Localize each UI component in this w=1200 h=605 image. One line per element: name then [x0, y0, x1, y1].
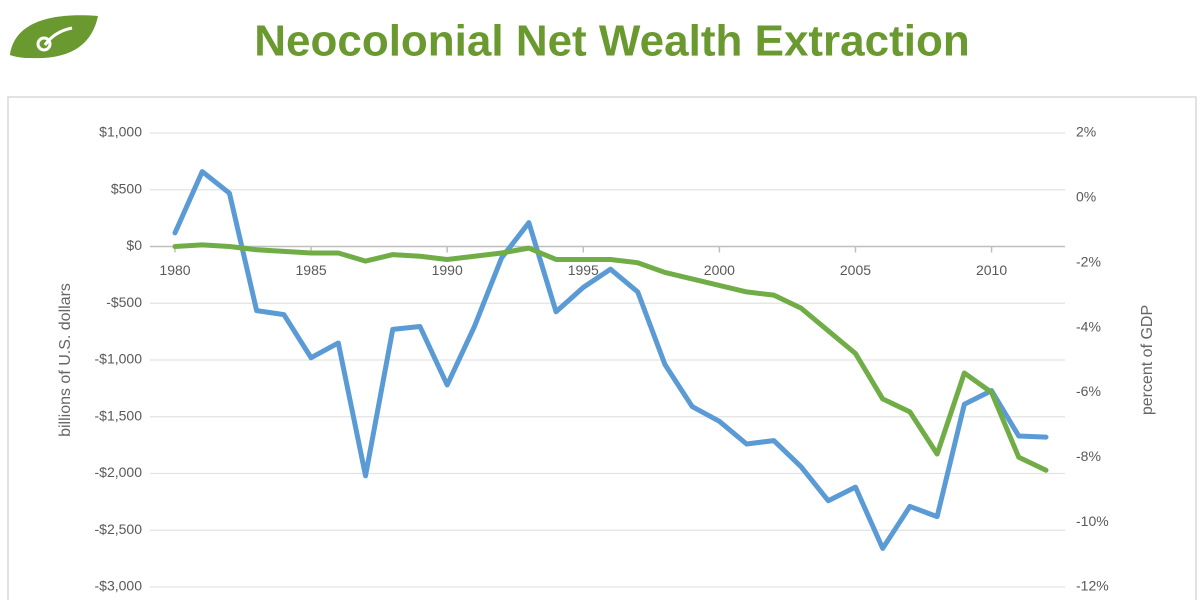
y-tick-label: -$2,000 — [95, 464, 143, 480]
x-tick-label: 2000 — [704, 262, 735, 278]
x-tick-label: 1990 — [432, 262, 463, 278]
y2-tick-label: 2% — [1076, 124, 1096, 140]
y2-tick-label: -12% — [1076, 578, 1109, 594]
plot-frame — [7, 96, 1197, 605]
y-tick-label: -$1,500 — [95, 407, 143, 423]
y-tick-label: -$1,000 — [95, 351, 143, 367]
y-tick-label: $1,000 — [99, 124, 142, 140]
y-tick-label: -$3,000 — [95, 578, 143, 594]
x-tick-label: 1980 — [159, 262, 190, 278]
y2-tick-label: 0% — [1076, 189, 1096, 205]
y2-tick-label: -10% — [1076, 513, 1109, 529]
x-tick-label: 1995 — [568, 262, 599, 278]
y-tick-label: $0 — [126, 237, 142, 253]
y2-tick-label: -4% — [1076, 318, 1101, 334]
series-line — [172, 169, 1049, 551]
x-tick-label: 2010 — [976, 262, 1007, 278]
x-tick-label: 1985 — [296, 262, 327, 278]
y2-tick-label: -8% — [1076, 448, 1101, 464]
y2-tick-label: -6% — [1076, 383, 1101, 399]
logo — [10, 15, 98, 59]
y2-axis-title: percent of GDP — [1139, 305, 1156, 415]
y-tick-label: $500 — [111, 180, 142, 196]
x-tick-label: 2005 — [840, 262, 871, 278]
y-axis-title: billions of U.S. dollars — [57, 283, 74, 437]
series-line — [172, 242, 1049, 473]
y-tick-label: -$500 — [106, 294, 142, 310]
chart-title: Neocolonial Net Wealth Extraction — [254, 17, 970, 66]
y2-tick-label: -2% — [1076, 253, 1101, 269]
y-tick-label: -$2,500 — [95, 521, 143, 537]
